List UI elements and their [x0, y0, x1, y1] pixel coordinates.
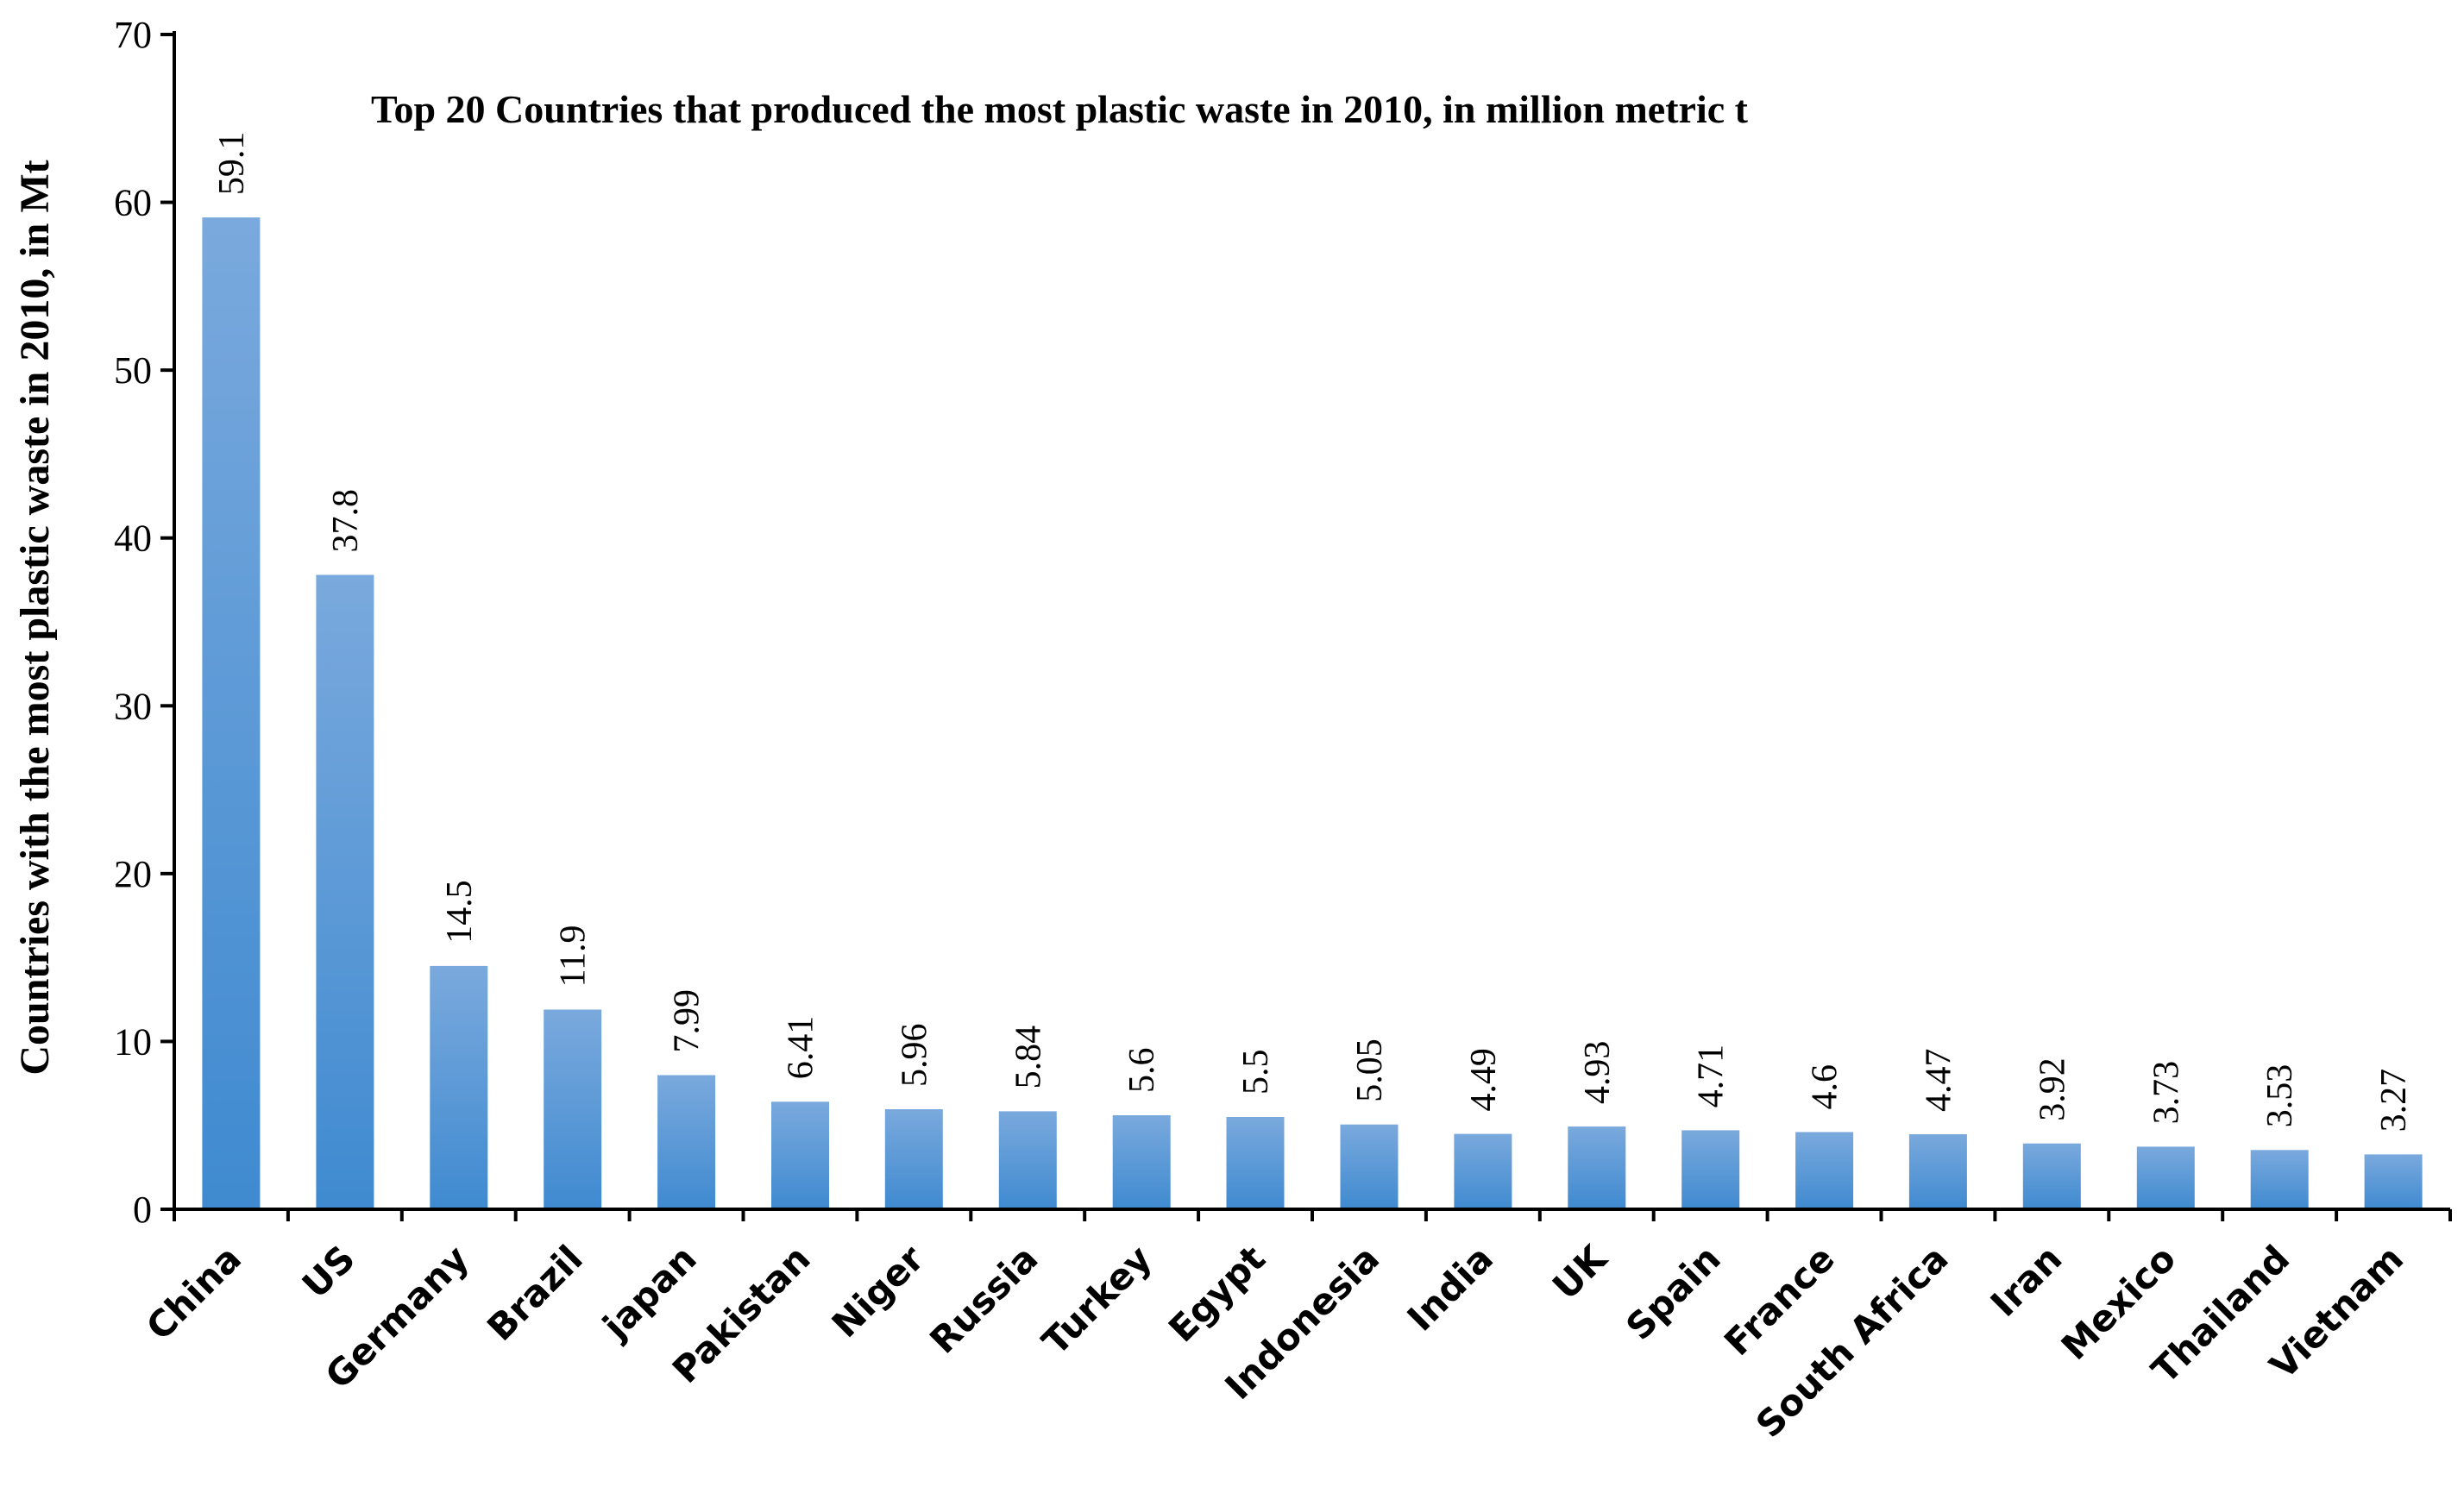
bar-value-label: 4.71 [1692, 1045, 1732, 1108]
bar-japan [657, 1075, 716, 1209]
bar-value-label: 3.27 [2374, 1069, 2414, 1133]
bar-value-label: 3.73 [2147, 1061, 2186, 1125]
bar-uk [1568, 1126, 1626, 1209]
bar-value-label: 4.6 [1806, 1064, 1845, 1110]
x-tick-label: Iran [1983, 1237, 2071, 1325]
bar-value-label: 6.41 [782, 1016, 821, 1080]
bar-spain [1681, 1130, 1740, 1209]
bar-value-label: 3.92 [2033, 1057, 2072, 1121]
x-tick-label: Russia [921, 1237, 1046, 1361]
y-tick-label: 70 [114, 14, 152, 56]
bar-russia [998, 1111, 1057, 1209]
bar-value-label: 4.93 [1578, 1041, 1618, 1105]
x-tick-label: Spain [1618, 1237, 1729, 1348]
x-tick-label: China [138, 1237, 249, 1348]
bar-value-label: 5.96 [895, 1024, 934, 1088]
bar-pakistan [771, 1101, 829, 1209]
bar-value-label: 5.84 [1009, 1026, 1048, 1089]
bar-south-africa [1908, 1134, 1967, 1209]
x-tick-label: Turkey [1034, 1237, 1160, 1363]
y-tick-label: 10 [114, 1020, 152, 1063]
bar-value-label: 7.99 [668, 989, 707, 1053]
bar-value-label: 3.53 [2260, 1064, 2300, 1128]
y-tick-label: 60 [114, 182, 152, 224]
bar-value-label: 37.8 [326, 489, 366, 553]
bar-value-label: 59.1 [212, 132, 252, 196]
bar-niger [884, 1109, 943, 1209]
y-tick-label: 0 [133, 1189, 152, 1231]
y-tick-label: 50 [114, 349, 152, 392]
bar-egypt [1226, 1117, 1285, 1209]
x-tick-label: India [1399, 1237, 1501, 1339]
bar-iran [2022, 1143, 2081, 1209]
bar-mexico [2136, 1146, 2195, 1209]
axes-layer [160, 31, 2452, 1221]
bar-value-label: 11.9 [554, 925, 594, 988]
bar-value-label: 5.6 [1122, 1048, 1162, 1094]
x-tick-label: US [294, 1237, 363, 1306]
bar-value-label: 5.05 [1350, 1038, 1390, 1102]
x-tick-label: Niger [824, 1237, 933, 1346]
bar-germany [430, 965, 488, 1209]
x-tick-label: UK [1544, 1236, 1616, 1308]
bar-china [202, 217, 261, 1210]
y-tick-label: 40 [114, 518, 152, 560]
bar-us [316, 574, 374, 1209]
y-tick-label: 30 [114, 685, 152, 727]
bar-value-label: 4.49 [1464, 1048, 1504, 1112]
chart-title: Top 20 Countries that produced the most … [371, 87, 1749, 131]
labels-layer: 59.1China37.8US14.5Germany11.9Brazil7.99… [114, 14, 2414, 1446]
bar-value-label: 5.5 [1236, 1050, 1276, 1095]
y-tick-label: 20 [114, 853, 152, 895]
bar-thailand [2250, 1150, 2309, 1209]
bar-turkey [1112, 1115, 1171, 1209]
x-tick-label: South Africa [1748, 1237, 1957, 1446]
bar-value-label: 14.5 [440, 880, 480, 944]
bars-layer [202, 217, 2423, 1210]
bar-brazil [544, 1009, 602, 1209]
y-axis-label: Countries with the most plastic waste in… [12, 160, 58, 1075]
bar-value-label: 4.47 [1919, 1049, 1958, 1113]
bar-vietnam [2364, 1154, 2423, 1209]
x-tick-label: Egypt [1160, 1237, 1273, 1350]
x-tick-label: japan [594, 1237, 705, 1348]
bar-india [1454, 1133, 1512, 1209]
bar-france [1795, 1132, 1854, 1209]
x-tick-label: Brazil [479, 1237, 591, 1349]
bar-indonesia [1340, 1124, 1399, 1209]
